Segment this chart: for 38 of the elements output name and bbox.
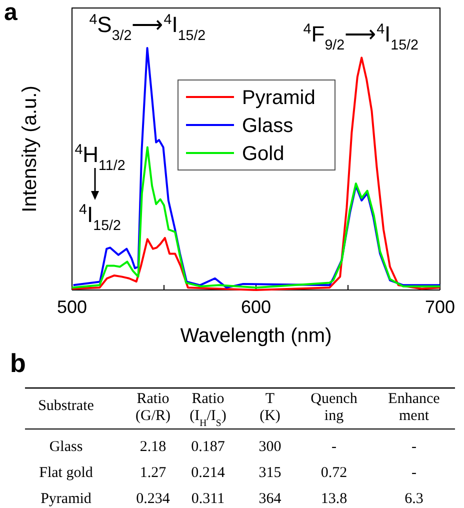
data-label: 0.214: [191, 465, 226, 481]
legend-label: Gold: [242, 143, 284, 165]
annotation: $^{4}$F$_{9/2}$⟶$^{4}$I$_{15/2}$: [303, 22, 419, 54]
data-label: 315: [258, 465, 282, 481]
data-label: 364: [258, 491, 282, 507]
data-label: 0.311: [191, 491, 225, 507]
legend-title: Substrate: [38, 398, 94, 414]
text: Glass: [49, 439, 83, 455]
y-axis-title: Intensity (a.u.): [19, 86, 41, 212]
text: Flat gold: [39, 465, 94, 481]
data-label: 0.72: [320, 465, 348, 481]
category-label: Enhance ment: [388, 391, 440, 424]
annotation: $^{4}$H$_{11/2}$: [74, 142, 126, 174]
annotation: $^{4}$S$_{3/2}$⟶$^{4}$I$_{15/2}$: [89, 12, 206, 44]
category-label: T (K): [260, 391, 280, 424]
category-label: Ratio (G/R): [136, 391, 170, 424]
data-label: 2.18: [140, 439, 166, 455]
data-label: 13.8: [320, 491, 348, 507]
chart-title: a: [4, 0, 18, 26]
data-label: -: [412, 465, 416, 481]
data-label: 1.27: [140, 465, 167, 481]
x-tick-label: 600: [240, 296, 272, 317]
annotation: $^{4}$I$_{15/2}$: [79, 202, 121, 234]
legend-label: Glass: [242, 115, 294, 137]
data-label: 300: [258, 439, 282, 455]
text: b: [10, 348, 26, 378]
data-label: -: [412, 439, 416, 455]
legend-label: Pyramid: [242, 87, 316, 109]
x-axis-title: Wavelength (nm): [180, 325, 332, 347]
data-label: -: [332, 439, 336, 455]
data-label: 0.234: [136, 491, 170, 507]
x-tick-label: 700: [424, 296, 456, 317]
data-label: 6.3: [404, 491, 424, 507]
category-label: Quench ing: [310, 391, 358, 424]
x-tick-label: 500: [56, 296, 88, 317]
category-label: Ratio (I$_{H}$/I$_{S}$): [190, 391, 226, 428]
text: Pyramid: [40, 491, 92, 507]
data-label: 0.187: [191, 439, 226, 455]
